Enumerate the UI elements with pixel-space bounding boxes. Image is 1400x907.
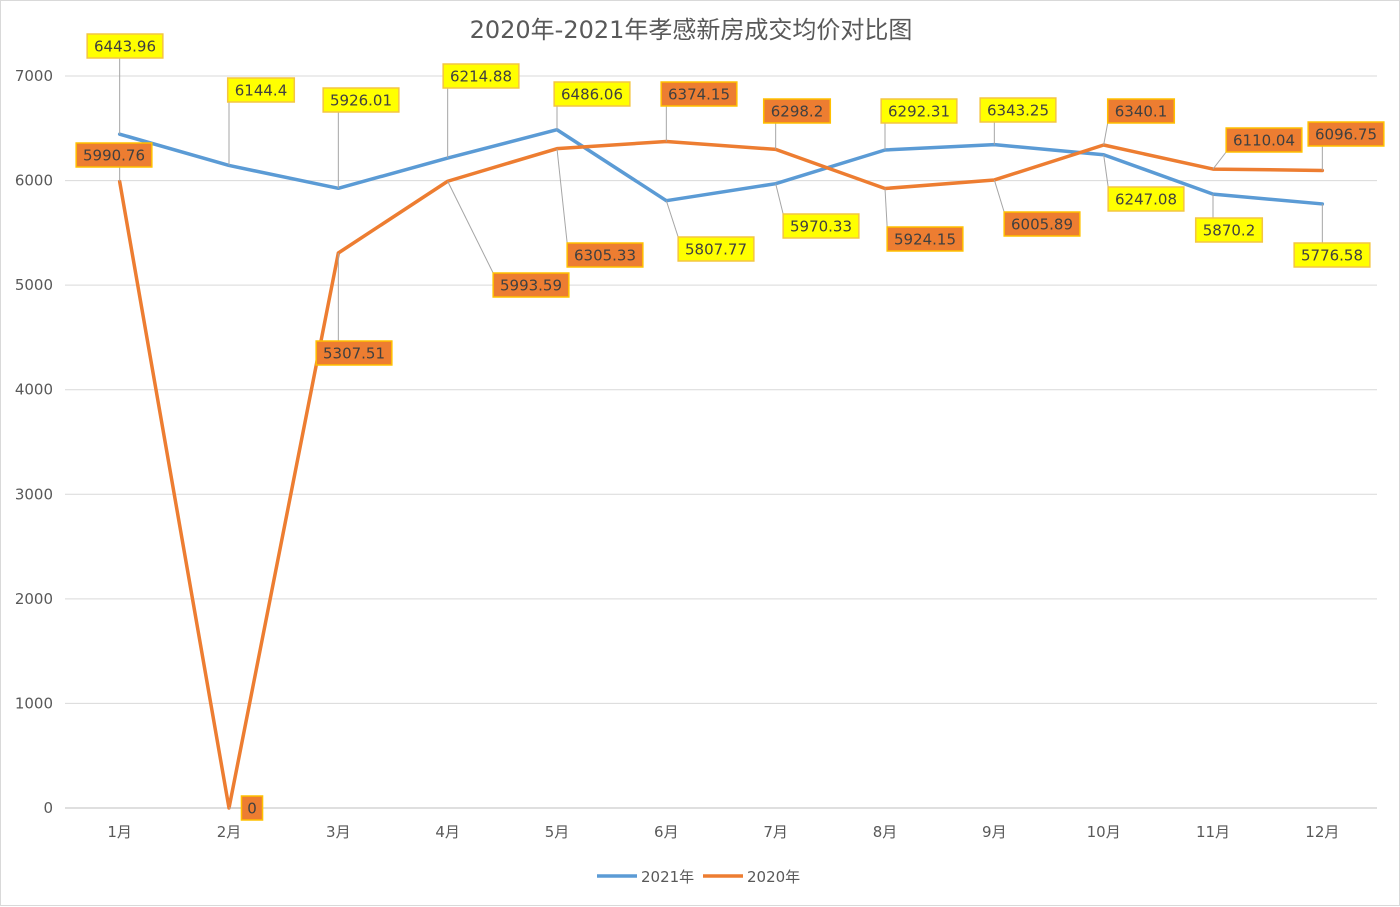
data-label-box [322, 87, 400, 113]
data-label: 6305.33 [574, 247, 636, 265]
x-tick-label: 1月 [107, 823, 132, 841]
data-label-box [1194, 217, 1264, 243]
y-tick-label: 5000 [15, 276, 53, 294]
data-label-box [782, 213, 860, 239]
y-tick-label: 7000 [15, 67, 53, 85]
leader-line [556, 148, 568, 244]
chart-title: 2020年-2021年孝感新房成交均价对比图 [470, 16, 913, 44]
data-label-box [566, 242, 644, 268]
legend: 2021年 2020年 [597, 868, 800, 886]
y-tick-label: 6000 [15, 172, 53, 190]
data-label-box [1106, 98, 1176, 124]
data-label-box [1293, 242, 1371, 268]
leader-line [665, 200, 679, 238]
data-label: 6343.25 [987, 102, 1049, 120]
data-labels: 6443.96 6144.4 5926.01 6214.88 6486.06 5807.7… [75, 33, 1385, 821]
legend-label: 2021年 [641, 868, 694, 886]
data-label: 5307.51 [323, 345, 385, 363]
data-label: 6110.04 [1233, 132, 1295, 150]
data-label: 6144.4 [235, 82, 288, 100]
data-label: 6374.15 [668, 86, 730, 104]
x-tick-label: 8月 [873, 823, 898, 841]
data-label: 6096.75 [1315, 126, 1377, 144]
data-label: 5924.15 [894, 231, 956, 249]
leader-line [1212, 151, 1227, 170]
data-label: 0 [247, 800, 257, 818]
y-tick-label: 3000 [15, 485, 53, 503]
data-label-box [442, 63, 520, 89]
x-tick-label: 10月 [1087, 823, 1121, 841]
data-label: 5926.01 [330, 92, 392, 110]
data-label-box [886, 226, 964, 252]
leader-line [993, 179, 1005, 213]
leader-line [447, 181, 494, 274]
x-tick-label: 11月 [1196, 823, 1230, 841]
x-tick-label: 12月 [1305, 823, 1339, 841]
data-label: 5870.2 [1203, 222, 1256, 240]
data-label: 6298.2 [771, 103, 824, 121]
x-tick-label: 5月 [545, 823, 570, 841]
data-label-box [75, 142, 153, 168]
x-tick-label: 9月 [982, 823, 1007, 841]
data-label: 5776.58 [1301, 247, 1363, 265]
data-label-box [1003, 211, 1081, 237]
data-label: 6005.89 [1011, 216, 1073, 234]
data-label-box [660, 81, 738, 107]
leader-line [1103, 122, 1109, 146]
data-label: 6247.08 [1115, 191, 1177, 209]
data-label-box [315, 340, 393, 366]
data-label: 5807.77 [685, 241, 747, 259]
data-label: 5993.59 [500, 277, 562, 295]
leader-line [1103, 154, 1109, 188]
data-label-box [492, 272, 570, 298]
label-leader-lines [119, 58, 1323, 809]
legend-label: 2020年 [747, 868, 800, 886]
x-tick-label: 3月 [326, 823, 351, 841]
data-label: 6340.1 [1115, 103, 1168, 121]
x-tick-label: 7月 [763, 823, 788, 841]
data-label-box [86, 33, 164, 59]
y-tick-label: 1000 [15, 694, 53, 712]
leader-line [775, 183, 784, 215]
data-label: 6486.06 [561, 86, 623, 104]
data-label-box [762, 98, 832, 124]
data-label-box [1225, 127, 1303, 153]
data-label-box [979, 97, 1057, 123]
data-label-box [226, 77, 296, 103]
data-label-box [553, 81, 631, 107]
leader-line [884, 188, 888, 228]
gridlines [65, 75, 1377, 809]
data-label-box [880, 98, 958, 124]
data-label-box [1307, 121, 1385, 147]
data-label-box [240, 795, 264, 821]
data-label: 6443.96 [94, 38, 156, 56]
y-tick-label: 2000 [15, 590, 53, 608]
data-label: 6292.31 [888, 103, 950, 121]
x-tick-label: 4月 [435, 823, 460, 841]
y-tick-label: 4000 [15, 381, 53, 399]
data-label-box [677, 236, 755, 262]
data-label: 6214.88 [450, 68, 512, 86]
y-axis: 0 1000 2000 3000 4000 5000 6000 7000 [15, 67, 53, 817]
data-label-box [1107, 186, 1185, 212]
x-axis: 1月 2月 3月 4月 5月 6月 7月 8月 9月 10月 11月 12月 [65, 807, 1377, 841]
data-label: 5990.76 [83, 147, 145, 165]
y-tick-label: 0 [43, 799, 53, 817]
series-line-2021 [117, 127, 1325, 206]
series-lines [117, 127, 1325, 810]
data-label: 5970.33 [790, 218, 852, 236]
x-tick-label: 2月 [217, 823, 242, 841]
x-tick-label: 6月 [654, 823, 679, 841]
